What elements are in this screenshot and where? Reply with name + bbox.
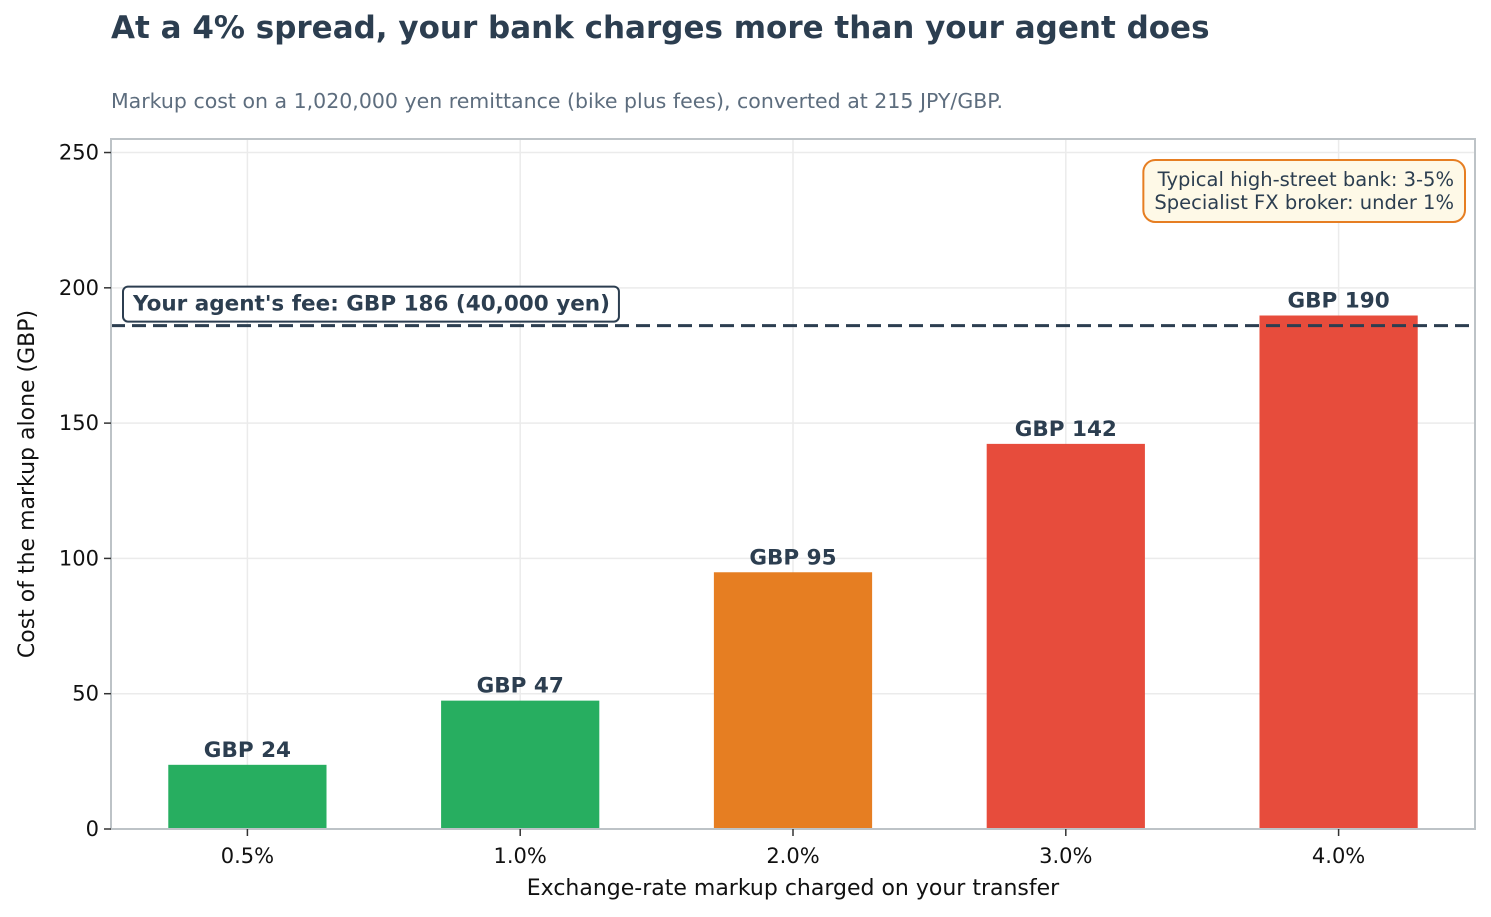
x-tick-label: 4.0% [1312, 844, 1365, 868]
bar [441, 700, 600, 829]
x-tick-label: 1.0% [494, 844, 547, 868]
y-tick-label: 150 [59, 411, 99, 435]
annotation-text: Specialist FX broker: under 1% [1154, 191, 1454, 214]
annotation-box [1142, 159, 1466, 223]
bar-value-label: GBP 142 [1015, 417, 1117, 442]
agent-fee-label-box [122, 285, 620, 323]
bar [168, 764, 327, 829]
y-tick-label: 100 [59, 546, 99, 570]
x-tick-label: 2.0% [766, 844, 819, 868]
y-tick-label: 250 [59, 141, 99, 165]
y-axis-label: Cost of the markup alone (GBP) [15, 310, 40, 658]
x-axis-label: Exchange-rate markup charged on your tra… [527, 876, 1060, 901]
y-tick-label: 200 [59, 276, 99, 300]
bar-value-label: GBP 47 [477, 674, 564, 699]
reference-line-group: Your agent's fee: GBP 186 (40,000 yen) [111, 285, 1475, 328]
bars: GBP 24 GBP 47 GBP 95 GBP 142 GBP 190 [168, 289, 1418, 829]
axes: 0 50 100 150 200 250 0.5% 1.0% 2.0% 3.0% 4.0% [59, 138, 1476, 868]
bar [1259, 315, 1418, 829]
agent-fee-label: Your agent's fee: GBP 186 (40,000 yen) [132, 292, 610, 317]
chart-title: At a 4% spread, your bank charges more t… [111, 10, 1210, 46]
y-tick-label: 0 [86, 817, 99, 841]
y-tick-label: 50 [72, 682, 99, 706]
bar [986, 443, 1145, 829]
bar-value-label: GBP 95 [749, 545, 836, 570]
bar-value-label: GBP 24 [204, 738, 291, 763]
bar-value-label: GBP 190 [1288, 289, 1390, 314]
chart-subtitle: Markup cost on a 1,020,000 yen remittanc… [111, 89, 1003, 113]
x-tick-label: 3.0% [1039, 844, 1092, 868]
annotation-text: Typical high-street bank: 3-5% [1157, 168, 1454, 191]
bar [713, 572, 873, 829]
annotation-group: Typical high-street bank: 3-5%Specialist… [1142, 159, 1466, 223]
x-tick-label: 0.5% [221, 844, 274, 868]
